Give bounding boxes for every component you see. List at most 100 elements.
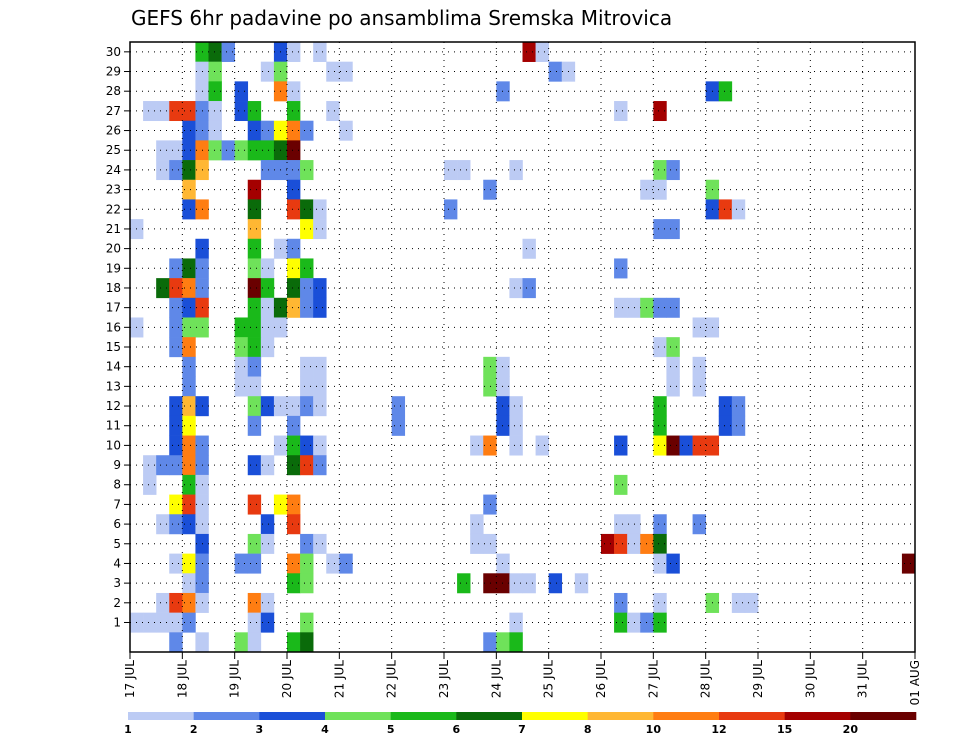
heatmap-cell — [509, 573, 523, 594]
x-tick-label: 24 JUL — [489, 660, 503, 698]
heatmap-cell — [653, 533, 667, 554]
heatmap-cell — [169, 612, 183, 633]
y-tick-label: 22 — [106, 202, 121, 216]
heatmap-cell — [313, 219, 327, 240]
heatmap-cell — [483, 533, 497, 554]
heatmap-cell — [247, 199, 262, 220]
heatmap-cell — [247, 553, 262, 574]
heatmap-cell — [666, 297, 680, 318]
heatmap-cell — [234, 337, 249, 358]
colorbar-label: 2 — [190, 723, 198, 736]
heatmap-cell — [313, 533, 327, 554]
heatmap-cell — [287, 396, 301, 417]
heatmap-cell — [182, 199, 196, 220]
heatmap-cell — [601, 533, 615, 554]
colorbar-swatch — [522, 712, 588, 720]
heatmap-cell — [234, 632, 249, 653]
heatmap-cell — [260, 396, 275, 417]
heatmap-cell — [614, 514, 628, 535]
heatmap-cell — [182, 120, 196, 141]
x-axis: 17 JUL 18 JUL 19 JUL 20 JUL 21 JUL 22 JUL 23 J… — [123, 652, 922, 705]
heatmap-cell — [169, 514, 183, 535]
y-tick-label: 21 — [106, 222, 121, 236]
heatmap-cell — [731, 396, 746, 417]
heatmap-cell — [457, 160, 471, 181]
heatmap-cell — [143, 101, 157, 122]
x-tick-label: 29 JUL — [751, 660, 765, 698]
colorbar-label: 8 — [584, 723, 592, 736]
heatmap-cell — [653, 160, 667, 181]
x-tick-label: 31 JUL — [856, 660, 870, 698]
heatmap-cell — [653, 219, 667, 240]
heatmap-cell — [391, 415, 406, 436]
heatmap-cell — [535, 435, 549, 456]
heatmap-cell — [156, 278, 170, 299]
heatmap-cell — [496, 632, 510, 653]
heatmap-cell — [247, 632, 262, 653]
heatmap-cell — [731, 415, 746, 436]
heatmap-cell — [221, 42, 235, 62]
y-tick-label: 7 — [113, 497, 121, 511]
heatmap-cell — [666, 376, 680, 397]
heatmap-cell — [300, 553, 314, 574]
heatmap-cell — [614, 297, 628, 318]
heatmap-cell — [169, 553, 183, 574]
heatmap-cell — [156, 140, 170, 161]
heatmap-cell — [614, 258, 628, 279]
heatmap-cell — [483, 376, 497, 397]
colorbar-label: 1 — [124, 723, 132, 736]
heatmap-cell — [614, 435, 628, 456]
heatmap-cell — [666, 337, 680, 358]
heatmap-cell — [247, 219, 262, 240]
heatmap-cell — [483, 435, 497, 456]
colorbar-label: 3 — [256, 723, 264, 736]
heatmap-cell — [666, 219, 680, 240]
heatmap-cell — [313, 396, 327, 417]
heatmap-cell — [260, 514, 275, 535]
heatmap-cell — [483, 632, 497, 653]
heatmap-cell — [300, 612, 314, 633]
heatmap-cell — [509, 632, 523, 653]
colorbar-label: 5 — [387, 723, 395, 736]
heatmap-cell — [247, 317, 262, 338]
heatmap-cell — [653, 612, 667, 633]
heatmap-cell — [169, 278, 183, 299]
heatmap-cell — [692, 514, 706, 535]
heatmap-cell — [208, 61, 222, 82]
colorbar-swatch — [259, 712, 326, 720]
heatmap-cell — [326, 553, 340, 574]
heatmap-cell — [627, 612, 641, 633]
heatmap-cell — [156, 514, 170, 535]
heatmap-cell — [260, 592, 275, 613]
heatmap-cell — [614, 592, 628, 613]
heatmap-cell — [627, 514, 641, 535]
y-tick-label: 19 — [106, 261, 121, 275]
heatmap-cell — [326, 101, 340, 122]
heatmap-cell — [234, 317, 249, 338]
heatmap-cell — [300, 278, 314, 299]
heatmap-cell — [208, 120, 222, 141]
heatmap-cell — [692, 376, 706, 397]
heatmap-cell — [300, 632, 314, 653]
heatmap-cell — [496, 376, 510, 397]
colorbar-swatch — [325, 712, 391, 720]
x-tick-label: 26 JUL — [594, 660, 608, 698]
heatmap-cell — [496, 415, 510, 436]
heatmap-cell — [169, 337, 183, 358]
y-tick-label: 13 — [106, 379, 121, 393]
y-axis: 1234567891011121314151617181920212223242… — [106, 45, 130, 629]
colorbar-swatch — [587, 712, 654, 720]
heatmap-cell — [247, 455, 262, 476]
heatmap-cell — [221, 140, 235, 161]
heatmap-cell — [182, 592, 196, 613]
heatmap-cell — [496, 573, 510, 594]
heatmap-cell — [679, 435, 693, 456]
heatmap-cell — [208, 101, 222, 122]
colorbar-label: 7 — [518, 723, 526, 736]
heatmap-cell — [300, 219, 314, 240]
colorbar-label: 12 — [711, 723, 726, 736]
heatmap-cell — [287, 120, 301, 141]
chart-title: GEFS 6hr padavine po ansamblima Sremska … — [131, 6, 672, 30]
heatmap-cell — [234, 101, 249, 122]
